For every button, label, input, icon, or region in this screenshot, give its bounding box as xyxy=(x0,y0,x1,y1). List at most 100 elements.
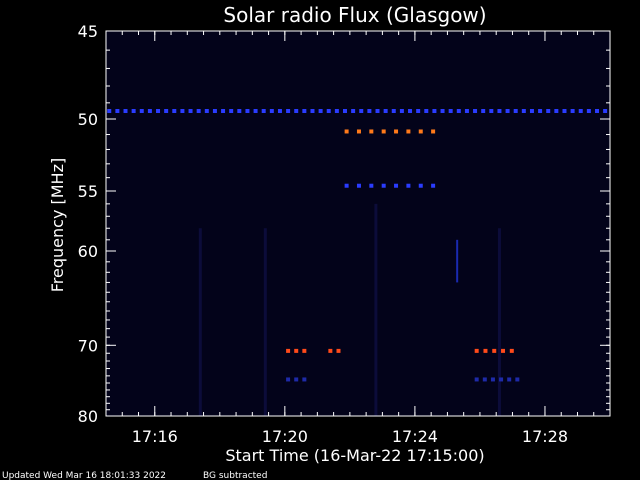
feature-mark xyxy=(245,109,250,113)
feature-mark xyxy=(431,129,436,134)
feature-mark xyxy=(586,109,591,113)
feature-mark xyxy=(164,109,169,113)
plot-frame xyxy=(105,30,611,417)
burst-70.7MHz-b xyxy=(328,348,341,353)
feature-mark xyxy=(196,109,201,113)
feature-mark xyxy=(318,109,323,113)
feature-mark xyxy=(131,109,136,113)
feature-mark xyxy=(107,109,112,113)
feature-mark xyxy=(394,129,399,134)
feature-mark xyxy=(326,109,331,113)
band-74.5MHz-a xyxy=(286,377,307,382)
updated-timestamp: Updated Wed Mar 16 18:01:33 2022 xyxy=(2,471,166,480)
feature-mark xyxy=(456,109,461,113)
feature-mark xyxy=(546,109,551,113)
feature-mark xyxy=(474,348,479,353)
feature-mark xyxy=(139,109,144,113)
streaks-group xyxy=(198,203,501,416)
y-tick-label: 50 xyxy=(78,110,98,129)
band-74.5MHz-b xyxy=(474,377,520,382)
feature-mark xyxy=(464,109,469,113)
feature-mark xyxy=(507,377,512,382)
feature-mark xyxy=(570,109,575,113)
feature-mark xyxy=(521,109,526,113)
feature-mark xyxy=(418,129,423,134)
bg-subtracted-note: BG subtracted xyxy=(203,471,267,480)
feature-mark xyxy=(269,109,274,113)
feature-mark xyxy=(156,109,161,113)
feature-mark xyxy=(489,109,494,113)
feature-mark xyxy=(578,109,583,113)
feature-mark xyxy=(594,109,599,113)
feature-mark xyxy=(328,348,333,353)
feature-mark xyxy=(310,109,315,113)
feature-mark xyxy=(381,183,386,188)
feature-mark xyxy=(383,109,388,113)
band-49.5MHz xyxy=(107,109,608,113)
feature-mark xyxy=(418,183,423,188)
feature-mark xyxy=(431,183,436,188)
feature-mark xyxy=(172,109,177,113)
features-group xyxy=(107,109,608,382)
feature-mark xyxy=(424,109,429,113)
feature-mark xyxy=(344,129,349,134)
feature-mark xyxy=(391,109,396,113)
x-axis: 17:16 17:20 17:24 17:28 xyxy=(105,31,611,446)
feature-mark xyxy=(505,109,510,113)
feature-mark xyxy=(501,348,506,353)
feature-mark xyxy=(286,348,291,353)
feature-mark xyxy=(432,109,437,113)
feature-mark xyxy=(212,109,217,113)
feature-mark xyxy=(147,109,152,113)
feature-mark xyxy=(513,109,518,113)
feature-mark xyxy=(123,109,128,113)
feature-mark xyxy=(406,183,411,188)
feature-mark xyxy=(342,109,347,113)
feature-mark xyxy=(509,348,514,353)
y-tick-label: 60 xyxy=(78,242,98,261)
feature-mark xyxy=(448,109,453,113)
plot-area xyxy=(106,31,610,416)
y-tick-label: 80 xyxy=(78,407,98,426)
feature-mark xyxy=(481,109,486,113)
feature-mark xyxy=(277,109,282,113)
feature-mark xyxy=(286,377,291,382)
feature-mark xyxy=(603,109,608,113)
feature-mark xyxy=(416,109,421,113)
y-tick-label: 55 xyxy=(78,182,98,201)
feature-mark xyxy=(294,377,299,382)
feature-mark xyxy=(381,129,386,134)
x-axis-label: Start Time (16-Mar-22 17:15:00) xyxy=(225,446,484,465)
feature-mark xyxy=(440,109,445,113)
feature-mark xyxy=(344,183,349,188)
burst-70.7MHz-c xyxy=(474,348,514,353)
feature-mark xyxy=(302,348,307,353)
feature-mark xyxy=(492,348,497,353)
feature-mark xyxy=(334,109,339,113)
feature-mark xyxy=(294,348,299,353)
feature-mark xyxy=(515,377,520,382)
feature-mark xyxy=(356,183,361,188)
x-tick-label: 17:16 xyxy=(132,427,178,446)
feature-mark xyxy=(237,109,242,113)
x-tick-label: 17:20 xyxy=(262,427,308,446)
feature-mark xyxy=(406,129,411,134)
feature-mark xyxy=(286,109,291,113)
band-54.6MHz xyxy=(344,183,436,188)
feature-mark xyxy=(229,109,234,113)
y-axis-label: Frequency [MHz] xyxy=(48,158,67,292)
feature-mark xyxy=(356,129,361,134)
y-tick-label: 45 xyxy=(78,22,98,41)
feature-mark xyxy=(204,109,209,113)
feature-mark xyxy=(375,109,380,113)
x-tick-label: 17:28 xyxy=(522,427,568,446)
feature-mark xyxy=(367,109,372,113)
y-tick-label: 70 xyxy=(78,336,98,355)
feature-mark xyxy=(253,109,258,113)
feature-mark xyxy=(474,377,479,382)
feature-mark xyxy=(497,109,502,113)
feature-mark xyxy=(180,109,185,113)
feature-mark xyxy=(369,183,374,188)
feature-mark xyxy=(473,109,478,113)
